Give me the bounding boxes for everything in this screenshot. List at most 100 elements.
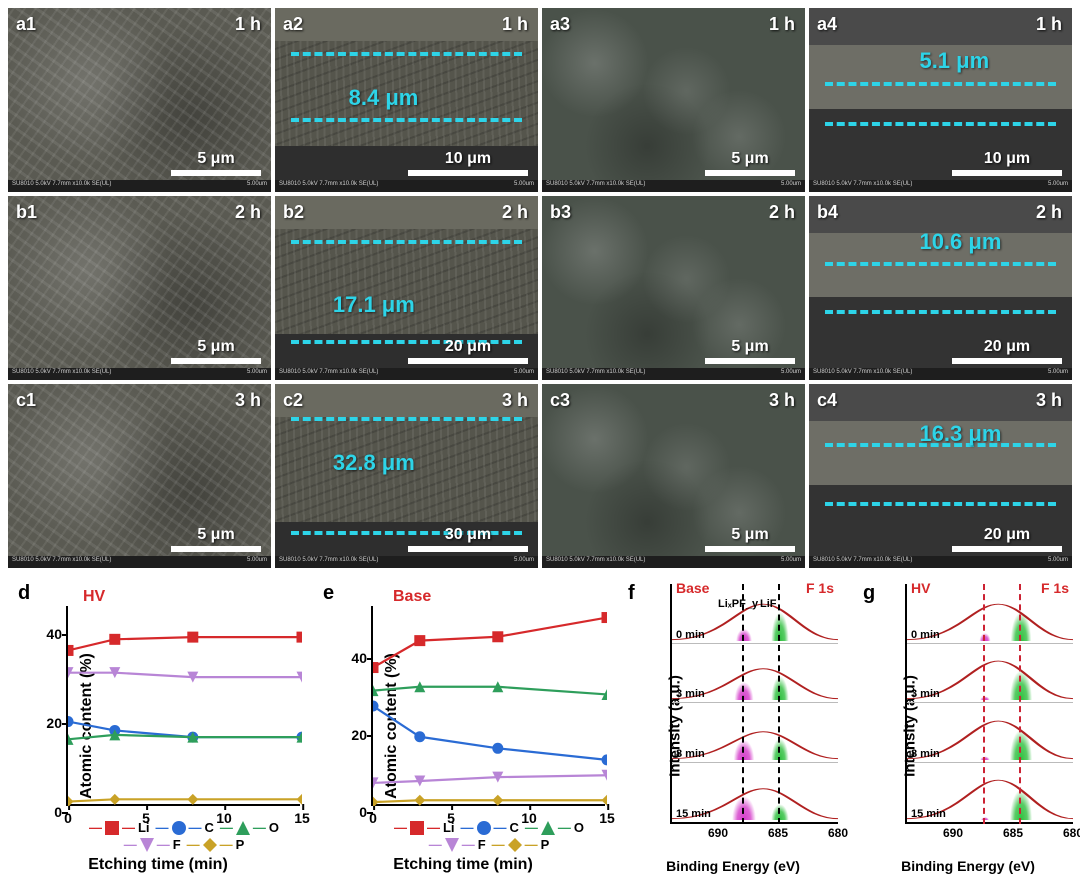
measurement: 5.1 μm [919, 48, 989, 74]
panel-id: c3 [550, 390, 570, 411]
legend-item-P: ——P [187, 837, 245, 852]
panel-time: 1 h [235, 14, 261, 35]
legend-item-C: ——C [156, 820, 214, 835]
xps-row-label: 15 min [676, 808, 711, 820]
legend-item-F: ——F [429, 837, 486, 852]
panel-time: 2 h [1036, 202, 1062, 223]
sem-panel-a1: a1 1 h 5 μm SU8010 5.0kV 7.7mm x10.0k SE… [8, 8, 271, 192]
series-C [68, 606, 302, 806]
panel-id: b1 [16, 202, 37, 223]
xps-row: 0 min [672, 584, 838, 644]
xps-row-label: 0 min [676, 629, 705, 641]
x-axis-label: Etching time (min) [393, 856, 533, 874]
sem-metadata: SU8010 5.0kV 7.7mm x10.0k SE(UL)5.00um [542, 368, 805, 380]
sem-panel-a2: a2 1 h 8.4 μm 10 μm SU8010 5.0kV 7.7mm x… [275, 8, 538, 192]
scale-bar: 10 μm [952, 150, 1062, 176]
x-axis-label: Binding Energy (eV) [901, 858, 1035, 874]
xps-row: 0 min [907, 584, 1073, 644]
xps-row-label: 15 min [911, 808, 946, 820]
series-F [373, 606, 607, 806]
xps-row-label: 8 min [676, 748, 705, 760]
xps-stack: 0 min 3 min 8 min 15 min [670, 584, 838, 824]
xps-row-label: 3 min [676, 688, 705, 700]
plot-area: 02040051015 [371, 606, 605, 806]
sem-metadata: SU8010 5.0kV 7.7mm x10.0k SE(UL)5.00um [809, 368, 1072, 380]
sem-metadata: SU8010 5.0kV 7.7mm x10.0k SE(UL)5.00um [809, 556, 1072, 568]
panel-time: 3 h [769, 390, 795, 411]
series-O [373, 606, 607, 806]
legend: ——Li——C——O——F——P [373, 820, 605, 852]
panel-time: 3 h [235, 390, 261, 411]
panel-id: b3 [550, 202, 571, 223]
sem-metadata: SU8010 5.0kV 7.7mm x10.0k SE(UL)5.00um [275, 368, 538, 380]
x-axis-label: Binding Energy (eV) [666, 858, 800, 874]
panel-time: 2 h [235, 202, 261, 223]
chart-title: Base [393, 588, 431, 606]
xps-row: 3 min [672, 644, 838, 704]
bottom-row: d HV Atomic content (%) 02040051015 ——Li… [8, 576, 1072, 876]
panel-time: 1 h [769, 14, 795, 35]
scale-bar: 10 μm [408, 150, 528, 176]
panel-time: 3 h [502, 390, 528, 411]
scale-bar: 5 μm [171, 526, 261, 552]
series-P [373, 606, 607, 806]
panel-time: 2 h [502, 202, 528, 223]
chart-e: e Base Atomic content (%) 02040051015 ——… [313, 576, 613, 876]
scale-bar: 30 μm [408, 526, 528, 552]
sem-panel-a4: a4 1 h 5.1 μm 10 μm SU8010 5.0kV 7.7mm x… [809, 8, 1072, 192]
panel-letter: f [628, 582, 635, 605]
scale-bar: 5 μm [171, 150, 261, 176]
sem-panel-b3: b3 2 h 5 μm SU8010 5.0kV 7.7mm x10.0k SE… [542, 196, 805, 380]
plot-area: 02040051015 [66, 606, 300, 806]
sem-panel-b4: b4 2 h 10.6 μm 20 μm SU8010 5.0kV 7.7mm … [809, 196, 1072, 380]
chart-d: d HV Atomic content (%) 02040051015 ——Li… [8, 576, 308, 876]
panel-id: c2 [283, 390, 303, 411]
chart-title: HV [83, 588, 105, 606]
series-F [68, 606, 302, 806]
panel-time: 1 h [502, 14, 528, 35]
xps-row: 8 min [672, 703, 838, 763]
xps-row-label: 0 min [911, 629, 940, 641]
panel-id: c4 [817, 390, 837, 411]
panel-letter: d [18, 582, 30, 605]
scale-bar: 20 μm [952, 526, 1062, 552]
series-O [68, 606, 302, 806]
sem-metadata: SU8010 5.0kV 7.7mm x10.0k SE(UL)5.00um [542, 556, 805, 568]
measurement: 32.8 μm [333, 450, 415, 476]
sem-panel-b1: b1 2 h 5 μm SU8010 5.0kV 7.7mm x10.0k SE… [8, 196, 271, 380]
xps-row: 3 min [907, 644, 1073, 704]
panel-letter: e [323, 582, 334, 605]
sem-metadata: SU8010 5.0kV 7.7mm x10.0k SE(UL)5.00um [8, 180, 271, 192]
panel-id: a1 [16, 14, 36, 35]
scale-bar: 20 μm [408, 338, 528, 364]
measurement: 10.6 μm [919, 229, 1001, 255]
legend-item-O: ——O [525, 820, 584, 835]
series-C [373, 606, 607, 806]
panel-id: b2 [283, 202, 304, 223]
xps-row: 8 min [907, 703, 1073, 763]
scale-bar: 5 μm [705, 526, 795, 552]
xps-row-label: 3 min [911, 688, 940, 700]
xps-row: 15 min [907, 763, 1073, 823]
panel-time: 2 h [769, 202, 795, 223]
panel-time: 1 h [1036, 14, 1062, 35]
scale-bar: 5 μm [171, 338, 261, 364]
sem-panel-c4: c4 3 h 16.3 μm 20 μm SU8010 5.0kV 7.7mm … [809, 384, 1072, 568]
panel-id: a2 [283, 14, 303, 35]
panel-id: c1 [16, 390, 36, 411]
series-Li [373, 606, 607, 806]
series-Li [68, 606, 302, 806]
measurement: 8.4 μm [349, 85, 419, 111]
sem-metadata: SU8010 5.0kV 7.7mm x10.0k SE(UL)5.00um [275, 180, 538, 192]
sem-metadata: SU8010 5.0kV 7.7mm x10.0k SE(UL)5.00um [8, 368, 271, 380]
legend-item-P: ——P [492, 837, 550, 852]
sem-panel-c1: c1 3 h 5 μm SU8010 5.0kV 7.7mm x10.0k SE… [8, 384, 271, 568]
scale-bar: 5 μm [705, 338, 795, 364]
legend-item-C: ——C [461, 820, 519, 835]
xps-f: f Base F 1s Intensity (a.u.) 0 min3 min8… [618, 576, 848, 876]
legend-item-Li: ——Li [89, 820, 150, 835]
sem-metadata: SU8010 5.0kV 7.7mm x10.0k SE(UL)5.00um [275, 556, 538, 568]
sem-panel-c3: c3 3 h 5 μm SU8010 5.0kV 7.7mm x10.0k SE… [542, 384, 805, 568]
measurement: 17.1 μm [333, 292, 415, 318]
xps-row: 15 min [672, 763, 838, 823]
